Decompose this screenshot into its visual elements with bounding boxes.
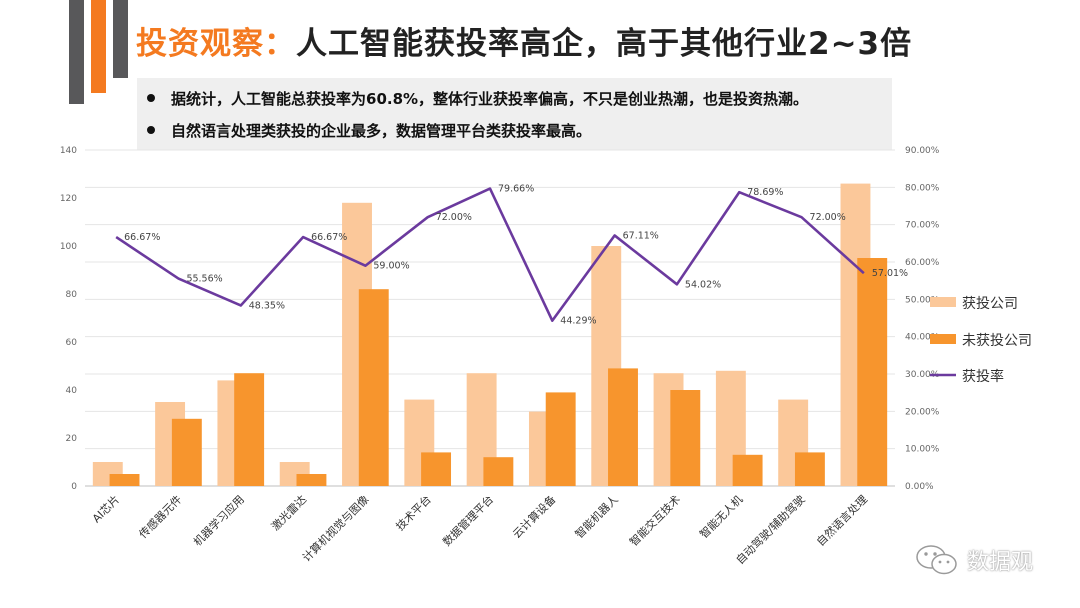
rate-data-label: 72.00% [810,212,846,223]
rate-data-label: 48.35% [249,300,285,311]
y-tick-left: 100 [60,242,77,252]
rate-data-label: 57.01% [872,268,908,279]
decor-bar-1 [69,0,84,104]
bar-unfunded [794,452,825,486]
x-tick-label: 自然语言处理 [813,492,870,549]
bar-unfunded [358,289,389,486]
y-tick-left: 20 [66,434,78,444]
rate-data-label: 66.67% [311,232,347,243]
bar-unfunded [608,368,638,486]
y-tick-left: 80 [66,290,78,300]
legend-label: 获投率 [962,368,1004,385]
y-tick-right: 50.00% [905,295,940,305]
bullet-dot-icon [147,93,155,102]
bullet-text: 自然语言处理类获投的企业最多，数据管理平台类获投率最高。 [171,122,592,140]
y-tick-left: 0 [71,482,77,492]
bar-unfunded [171,418,202,486]
y-tick-right: 0.00% [905,482,934,492]
x-tick-label: 技术平台 [393,492,434,533]
rate-data-label: 55.56% [186,274,222,285]
x-tick-label: 自动驾驶/辅助驾驶 [733,492,808,567]
bullet-item: 自然语言处理类获投的企业最多，数据管理平台类获投率最高。 [147,120,591,141]
bar-unfunded [483,457,514,486]
bullet-text: 据统计，人工智能总获投率为60.8%，整体行业获投率偏高，不只是创业热潮，也是投… [171,90,809,108]
y-tick-right: 10.00% [905,445,940,455]
bar-unfunded [670,390,701,486]
bar-unfunded [421,452,452,486]
y-tick-right: 80.00% [905,183,940,193]
rate-data-label: 79.66% [498,184,534,195]
x-tick-label: 云计算设备 [510,492,559,541]
y-tick-left: 60 [66,338,78,348]
x-tick-label: 计算机视觉与图像 [299,492,371,564]
bar-unfunded [296,474,327,486]
rate-data-label: 54.02% [685,279,721,290]
y-tick-right: 60.00% [905,258,940,268]
bar-unfunded [857,258,888,486]
watermark-text: 数据观 [967,550,1034,575]
x-tick-label: 传感器元件 [136,493,184,541]
x-tick-label: 智能交互技术 [626,492,683,549]
bar-unfunded [234,373,265,486]
slide-title: 投资观察：人工智能获投率高企，高于其他行业2~3倍 [136,16,912,72]
legend-label: 未获投公司 [962,333,1032,349]
rate-data-label: 66.67% [124,232,160,243]
bar-unfunded [109,474,140,486]
decor-bar-3 [113,0,128,78]
rate-data-label: 78.69% [747,187,783,198]
x-tick-label: 智能机器人 [572,492,621,541]
y-tick-left: 140 [60,146,77,156]
y-tick-right: 40.00% [905,333,940,343]
rate-data-label: 72.00% [436,212,472,223]
bar-unfunded [545,392,576,486]
bullet-item: 据统计，人工智能总获投率为60.8%，整体行业获投率偏高，不只是创业热潮，也是投… [147,88,808,109]
legend-label: 获投公司 [962,296,1018,312]
y-tick-right: 30.00% [905,370,940,380]
bullet-box: 据统计，人工智能总获投率为60.8%，整体行业获投率偏高，不只是创业热潮，也是投… [137,78,892,150]
bar-unfunded [732,454,763,486]
x-tick-label: AI芯片 [89,492,122,525]
title-highlight: 投资观察： [136,26,296,62]
rate-data-label: 44.29% [560,316,596,327]
title-text: 人工智能获投率高企，高于其他行业2~3倍 [296,26,913,62]
bullet-dot-icon [147,125,155,134]
rate-data-label: 67.11% [623,230,659,241]
x-tick-label: 激光雷达 [268,492,309,533]
rate-line [115,187,865,322]
x-tick-label: 智能无人机 [697,492,746,541]
legend-swatch-funded [930,297,956,307]
y-tick-right: 20.00% [905,407,940,417]
y-tick-right: 70.00% [905,221,940,231]
wechat-icon [916,545,957,575]
y-tick-left: 120 [60,194,77,204]
y-tick-left: 40 [66,386,78,396]
legend-swatch-unfunded [930,334,956,344]
x-tick-label: 机器学习应用 [190,492,247,549]
decor-bar-2 [91,0,106,93]
x-tick-label: 数据管理平台 [440,492,497,549]
y-tick-right: 90.00% [905,146,940,156]
rate-data-label: 59.00% [373,261,409,272]
watermark: 数据观 [915,540,1033,580]
